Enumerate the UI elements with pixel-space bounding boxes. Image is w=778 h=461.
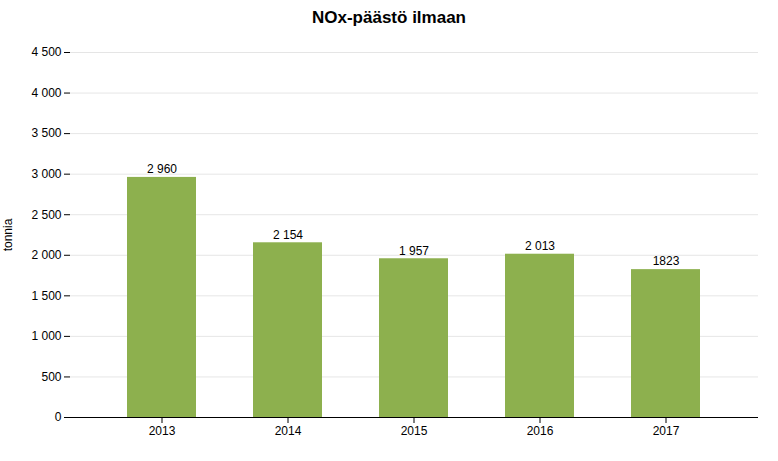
svg-text:4 000: 4 000	[31, 86, 61, 100]
svg-text:1 500: 1 500	[31, 289, 61, 303]
svg-text:3 000: 3 000	[31, 167, 61, 181]
svg-text:2015: 2015	[401, 424, 428, 438]
svg-text:2 960: 2 960	[147, 162, 177, 176]
html-text:NOx-päästö ilmaan: NOx-päästö ilmaan	[312, 8, 466, 27]
svg-text:2 013: 2 013	[525, 239, 555, 253]
svg-text:2014: 2014	[275, 424, 302, 438]
svg-text:4 500: 4 500	[31, 45, 61, 59]
svg-text:2017: 2017	[653, 424, 680, 438]
svg-text:2016: 2016	[527, 424, 554, 438]
svg-text:3 500: 3 500	[31, 126, 61, 140]
svg-text:1 957: 1 957	[399, 244, 429, 258]
svg-text:2 500: 2 500	[31, 208, 61, 222]
svg-text:500: 500	[41, 370, 61, 384]
svg-text:2013: 2013	[149, 424, 176, 438]
svg-text:2 000: 2 000	[31, 248, 61, 262]
svg-text:1 000: 1 000	[31, 329, 61, 343]
svg-text:tonnia: tonnia	[1, 218, 15, 251]
svg-text:1823: 1823	[653, 254, 680, 268]
svg-text:2 154: 2 154	[273, 228, 303, 242]
svg-text:0: 0	[55, 410, 62, 424]
